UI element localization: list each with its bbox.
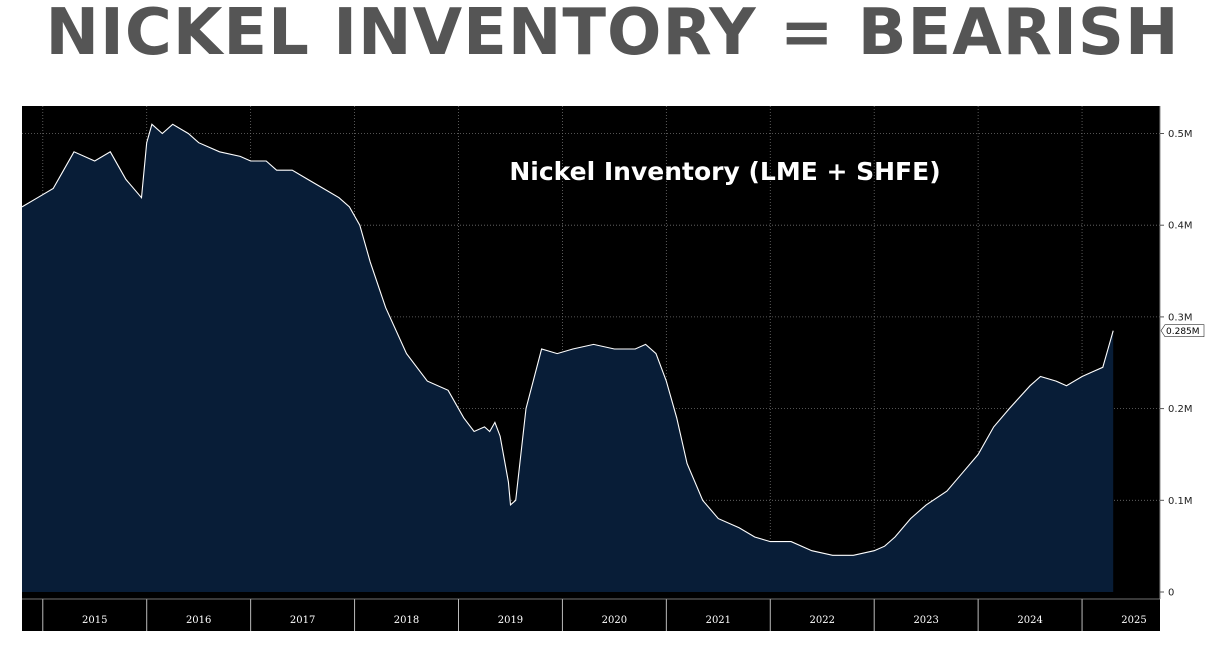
chart-title: Nickel Inventory (LME + SHFE) bbox=[509, 157, 940, 186]
x-tick-label: 2023 bbox=[913, 615, 938, 626]
last-value-badge-shape bbox=[1160, 324, 1205, 337]
y-tick-label: 0.5M bbox=[1168, 129, 1193, 140]
y-axis-ticks: 0 0.1M 0.2M 0.3M 0.4M 0.5M bbox=[1160, 129, 1193, 599]
y-tick-label: 0 bbox=[1168, 588, 1174, 599]
inventory-line bbox=[21, 123, 1114, 556]
last-value-label: 0.285M bbox=[1166, 327, 1200, 337]
y-tick-label: 0.2M bbox=[1168, 404, 1193, 415]
right-axis-panel bbox=[1160, 106, 1206, 599]
x-axis-ticks: 2015 2016 2017 2018 2019 2020 2021 2022 2023 2024… bbox=[22, 598, 1160, 631]
y-tick-label: 0.3M bbox=[1168, 312, 1193, 323]
x-tick-label: 2015 bbox=[82, 615, 107, 626]
x-tick-label: 2024 bbox=[1017, 615, 1042, 626]
y-tick-label: 0.4M bbox=[1168, 221, 1193, 232]
headline: NICKEL INVENTORY = BEARISH bbox=[45, 0, 1180, 70]
y-tick-label: 0.1M bbox=[1168, 496, 1193, 507]
x-tick-label: 2025 bbox=[1121, 615, 1146, 626]
x-tick-label: 2019 bbox=[498, 615, 523, 626]
x-tick-label: 2022 bbox=[810, 615, 835, 626]
x-tick-label: 2016 bbox=[186, 615, 211, 626]
inventory-area bbox=[22, 124, 1114, 593]
x-tick-label: 2018 bbox=[394, 615, 419, 626]
last-value-badge: 0.285M bbox=[1160, 324, 1205, 337]
x-tick-label: 2017 bbox=[290, 615, 315, 626]
x-tick-label: 2021 bbox=[706, 615, 731, 626]
x-tick-label: 2020 bbox=[602, 615, 627, 626]
